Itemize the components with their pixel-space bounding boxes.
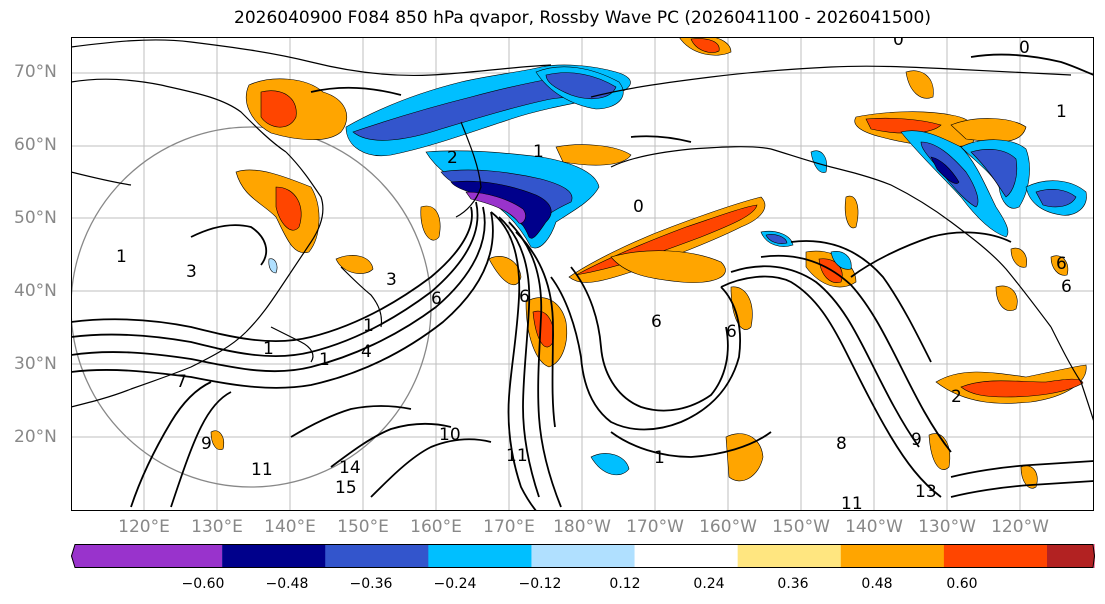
colorbar-tick-label: 0.48 (861, 576, 893, 592)
contour-label: 3 (386, 270, 397, 290)
lat-label: 50°N (14, 208, 57, 228)
contour-labels: 0 0 0 1 1 1 1 1 1 1 2 2 3 3 4 6 6 6 6 6 … (116, 37, 1072, 511)
contour-label: 0 (1019, 38, 1030, 58)
colorbar-cell (943, 544, 1048, 568)
map-panel: 0 0 0 1 1 1 1 1 1 1 2 2 3 3 4 6 6 6 6 6 … (71, 37, 1094, 511)
contour-label: 2 (447, 148, 458, 168)
colorbar-cell (428, 544, 532, 568)
colorbar-tick-label: −0.48 (265, 576, 309, 592)
colorbar-tick-label: 0.24 (693, 576, 725, 592)
colorbar-cell (1093, 544, 1095, 568)
colorbar-cell (222, 544, 326, 568)
positive-anomaly-regions (210, 37, 1087, 489)
contour-label: 11 (841, 494, 863, 511)
contour-label: 3 (186, 262, 197, 282)
contour-label: 13 (915, 482, 937, 502)
contour-label: 6 (1061, 277, 1072, 297)
contour-label: 1 (263, 339, 274, 359)
contour-label: 0 (633, 197, 644, 217)
lat-label: 40°N (14, 281, 57, 301)
contour-label: 6 (651, 312, 662, 332)
lon-label: 130°W (918, 517, 976, 537)
contour-label: 10 (439, 425, 461, 445)
contour-label: 9 (201, 434, 212, 454)
lon-label: 160°W (699, 517, 757, 537)
map-title: 2026040900 F084 850 hPa qvapor, Rossby W… (234, 8, 931, 28)
contour-label: 11 (506, 446, 528, 466)
lon-label: 140°E (264, 517, 316, 537)
contour-label: 8 (836, 434, 847, 454)
colorbar-tick-label: 0.60 (946, 576, 978, 592)
lon-label: 140°W (845, 517, 903, 537)
lon-label: 160°E (410, 517, 462, 537)
range-circle (71, 126, 432, 488)
contour-label: 6 (519, 287, 530, 307)
contour-label: 1 (533, 142, 544, 162)
contour-label: 1 (1056, 102, 1067, 122)
colorbar-cell (737, 544, 842, 568)
lat-label: 60°N (14, 135, 57, 155)
contour-label: 6 (726, 322, 737, 342)
contour-label: 14 (339, 458, 361, 478)
contour-label: 11 (251, 460, 273, 480)
colorbar-cell (840, 544, 945, 568)
colorbar-tick-label: −0.36 (349, 576, 393, 592)
lon-label: 150°W (772, 517, 830, 537)
lon-label: 150°E (337, 517, 389, 537)
colorbar (71, 544, 1095, 568)
contour-label: 6 (1056, 254, 1067, 274)
colorbar-tick-label: −0.24 (433, 576, 477, 592)
contour-label: 4 (361, 342, 372, 362)
colorbar-tick-label: 0.36 (777, 576, 809, 592)
colorbar-cell (71, 544, 223, 568)
contour-label: 1 (363, 316, 374, 336)
contour-label: 1 (319, 350, 330, 370)
colorbar-cell (634, 544, 739, 568)
contour-label: 0 (893, 37, 904, 50)
contour-label: 1 (116, 247, 127, 267)
colorbar-cell (325, 544, 429, 568)
lon-label: 170°W (626, 517, 684, 537)
contour-label: 9 (911, 430, 922, 450)
contour-label: 1 (654, 448, 665, 468)
lat-label: 70°N (14, 62, 57, 82)
lat-label: 20°N (14, 427, 57, 447)
contour-label: 15 (335, 478, 357, 498)
colorbar-tick-label: −0.60 (181, 576, 225, 592)
map-frame (71, 37, 1094, 511)
colorbar-tick-label: 0.12 (609, 576, 641, 592)
lat-label: 30°N (14, 354, 57, 374)
lon-label: 180°W (553, 517, 611, 537)
colorbar-cell (1047, 544, 1095, 568)
contour-label: 7 (176, 372, 187, 392)
lon-label: 130°E (191, 517, 243, 537)
colorbar-cell (531, 544, 636, 568)
contour-lines (71, 53, 1094, 511)
lon-label: 120°E (118, 517, 170, 537)
lon-label: 170°E (483, 517, 535, 537)
contour-label: 6 (431, 289, 442, 309)
contour-label: 2 (951, 387, 962, 407)
negative-anomaly-regions (268, 64, 1087, 476)
lon-label: 120°W (991, 517, 1049, 537)
colorbar-tick-label: −0.12 (518, 576, 562, 592)
